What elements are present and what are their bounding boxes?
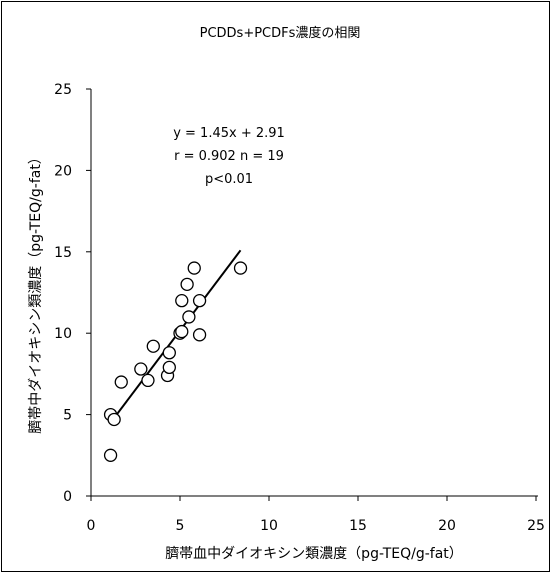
y-axis-label: 臍帯中ダイオキシン類濃度（pg-TEQ/g-fat） (28, 150, 44, 434)
x-ticks: 0 5 10 15 20 25 (87, 496, 545, 534)
y-tick-label: 15 (54, 245, 72, 261)
data-point (182, 310, 196, 324)
y-tick-label: 25 (54, 82, 72, 98)
data-point (175, 293, 189, 308)
x-tick-label: 0 (87, 518, 96, 534)
correlation-annotation: r = 0.902 n = 19 (174, 149, 284, 164)
data-point (233, 261, 248, 275)
x-tick-label: 20 (438, 518, 456, 534)
data-point (162, 346, 176, 360)
x-axis-label: 臍帯血中ダイオキシン類濃度（pg-TEQ/g-fat） (165, 546, 463, 562)
data-point (103, 448, 118, 462)
data-points (103, 261, 248, 462)
data-point (141, 373, 155, 388)
data-point (187, 261, 201, 275)
y-tick-label: 0 (63, 489, 72, 505)
x-tick-label: 10 (260, 518, 278, 534)
x-tick-label: 25 (527, 518, 545, 534)
data-point (134, 362, 148, 376)
data-point (192, 328, 207, 342)
chart-title: PCDDs+PCDFs濃度の相関 (200, 25, 361, 41)
y-tick-label: 10 (54, 326, 72, 342)
equation-annotation: y = 1.45x + 2.91 (173, 126, 285, 141)
x-tick-label: 15 (349, 518, 367, 534)
data-point (107, 412, 121, 427)
x-tick-label: 5 (176, 518, 185, 534)
data-point (192, 293, 207, 308)
data-point (175, 324, 189, 339)
y-ticks: 0 5 10 15 20 25 (54, 82, 91, 505)
significance-annotation: p<0.01 (205, 172, 253, 187)
data-point (162, 360, 176, 375)
data-point (146, 339, 160, 353)
y-tick-label: 5 (63, 408, 72, 424)
data-point (180, 277, 194, 292)
y-tick-label: 20 (54, 163, 72, 179)
data-point (114, 375, 128, 389)
